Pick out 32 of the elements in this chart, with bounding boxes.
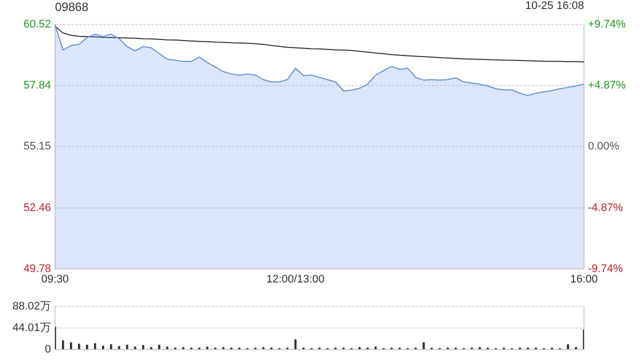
bar bbox=[422, 342, 425, 350]
y-tick-label: 52.46 bbox=[23, 202, 51, 214]
bar bbox=[126, 344, 128, 350]
y-tick-label: 88.02万 bbox=[12, 300, 51, 313]
y-tick-label: 57.84 bbox=[23, 80, 51, 92]
x-tick-label: 12:00/13:00 bbox=[266, 273, 325, 286]
bar bbox=[142, 345, 144, 350]
y-tick-label: 0 bbox=[44, 343, 51, 356]
bar bbox=[374, 346, 377, 350]
bar bbox=[78, 344, 80, 350]
x-tick-label: 09:30 bbox=[41, 273, 69, 286]
bar bbox=[102, 346, 104, 350]
bar bbox=[158, 344, 160, 350]
bar bbox=[566, 344, 570, 350]
bar bbox=[166, 346, 168, 350]
bar bbox=[206, 346, 208, 350]
bar bbox=[94, 343, 96, 350]
y-tick-label: 60.52 bbox=[23, 18, 51, 31]
bar bbox=[86, 344, 88, 350]
y-tick-label: 44.01万 bbox=[12, 322, 51, 334]
x-tick-label: 16:00 bbox=[570, 273, 598, 286]
text: 10-25 16:08 bbox=[525, 0, 584, 12]
bar bbox=[110, 344, 112, 350]
y2-tick-label: -4.87% bbox=[588, 202, 624, 214]
y-tick-label: 49.78 bbox=[23, 262, 51, 275]
chart-title: 09868 bbox=[55, 0, 88, 14]
y-tick-label: 55.15 bbox=[23, 140, 51, 153]
y2-tick-label: +9.74% bbox=[588, 18, 626, 31]
y2-tick-label: +4.87% bbox=[588, 80, 626, 92]
y2-tick-label: -9.74% bbox=[588, 262, 624, 275]
y2-tick-label: 0.00% bbox=[588, 140, 620, 153]
bar bbox=[134, 346, 136, 350]
